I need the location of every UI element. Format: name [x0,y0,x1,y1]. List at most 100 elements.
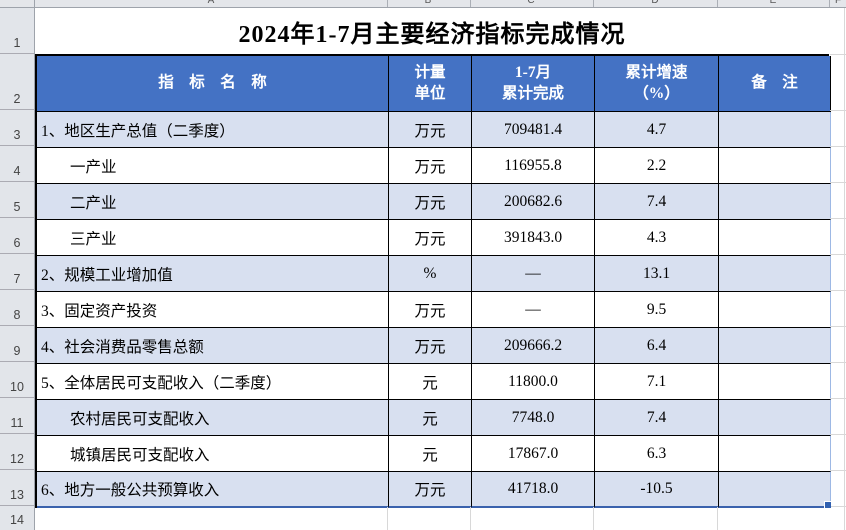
cell-indicator[interactable]: 6、地方一般公共预算收入 [37,472,389,508]
cell-indicator[interactable]: 5、全体居民可支配收入（二季度） [37,364,389,400]
cell-unit[interactable]: 万元 [389,328,472,364]
cell-indicator[interactable]: 三产业 [37,220,389,256]
row-header-5[interactable]: 5 [0,182,34,218]
cell-indicator[interactable]: 二产业 [37,184,389,220]
gridline [830,290,846,291]
title-cell[interactable]: 2024年1-7月主要经济指标完成情况 [35,8,829,54]
cell-growth[interactable]: 7.1 [595,364,719,400]
gridline [830,434,846,435]
cell-indicator[interactable]: 农村居民可支配收入 [37,400,389,436]
column-header-A[interactable]: A [207,0,215,6]
cell-remark[interactable] [719,364,831,400]
canvas-bottom-margin [35,507,829,530]
cell-growth[interactable]: 7.4 [595,184,719,220]
row-header-10[interactable]: 10 [0,362,34,398]
table-row: 一产业 万元 116955.8 2.2 [37,148,831,184]
cell-remark[interactable] [719,328,831,364]
row-header-9[interactable]: 9 [0,326,34,362]
canvas-right-margin [830,8,846,530]
row-header-14[interactable]: 14 [10,513,24,527]
cell-unit[interactable]: 万元 [389,292,472,328]
cell-remark[interactable] [719,220,831,256]
column-header-C[interactable]: C [527,0,535,6]
cell-indicator[interactable]: 1、地区生产总值（二季度） [37,112,389,148]
cell-unit[interactable]: 万元 [389,184,472,220]
table-row: 3、固定资产投资 万元 —9.5 [37,292,831,328]
gridline [830,362,846,363]
cell-indicator[interactable]: 城镇居民可支配收入 [37,436,389,472]
cell-unit[interactable]: 元 [389,400,472,436]
cell-unit[interactable]: 万元 [389,148,472,184]
cell-remark[interactable] [719,112,831,148]
cell-unit[interactable]: 元 [389,364,472,400]
cell-completed[interactable]: 41718.0 [472,472,595,508]
cell-remark[interactable] [719,400,831,436]
column-separator [470,0,471,7]
column-header-E[interactable]: E [769,0,777,6]
fill-handle[interactable] [824,501,831,508]
cell-growth[interactable]: 7.4 [595,400,719,436]
cell-growth[interactable]: 9.5 [595,292,719,328]
row-header-4[interactable]: 4 [0,146,34,182]
header-cumulative-growth[interactable]: 累计增速 （%） [595,56,719,112]
cell-completed[interactable]: — [472,292,595,328]
row-header-6[interactable]: 6 [0,218,34,254]
cell-completed[interactable]: 709481.4 [472,112,595,148]
cell-remark[interactable] [719,472,831,508]
row-header-1[interactable]: 1 [0,8,34,54]
cell-growth[interactable]: 6.4 [595,328,719,364]
cell-indicator[interactable]: 一产业 [37,148,389,184]
cell-completed[interactable]: 7748.0 [472,400,595,436]
table-row: 1、地区生产总值（二季度） 万元 709481.4 4.7 [37,112,831,148]
cell-completed[interactable]: — [472,256,595,292]
cell-unit[interactable]: 万元 [389,220,472,256]
table-body: 1、地区生产总值（二季度） 万元 709481.4 4.7 一产业 万元 116955.8 2… [37,112,831,508]
cell-indicator[interactable]: 4、社会消费品零售总额 [37,328,389,364]
column-header-D[interactable]: D [651,0,659,6]
gridline [593,507,594,530]
cell-completed[interactable]: 116955.8 [472,148,595,184]
cell-remark[interactable] [719,256,831,292]
header-indicator-name[interactable]: 指 标 名 称 [37,56,389,112]
gridline [844,8,845,530]
cell-growth[interactable]: 4.3 [595,220,719,256]
row-header-2[interactable]: 2 [0,54,34,110]
cell-indicator[interactable]: 2、规模工业增加值 [37,256,389,292]
cell-remark[interactable] [719,148,831,184]
cell-unit[interactable]: % [389,256,472,292]
cell-unit[interactable]: 元 [389,436,472,472]
row-header-13[interactable]: 13 [0,470,34,506]
cell-completed[interactable]: 200682.6 [472,184,595,220]
cell-completed[interactable]: 11800.0 [472,364,595,400]
cell-growth[interactable]: 6.3 [595,436,719,472]
gridline [387,507,388,530]
row-header-11[interactable]: 11 [0,398,34,434]
gridline [830,110,846,111]
cell-remark[interactable] [719,292,831,328]
row-header-3[interactable]: 3 [0,110,34,146]
cell-unit[interactable]: 万元 [389,112,472,148]
header-cumulative-completed[interactable]: 1-7月 累计完成 [472,56,595,112]
table-row: 农村居民可支配收入元 7748.0 7.4 [37,400,831,436]
row-header-8[interactable]: 8 [0,290,34,326]
column-header-F[interactable]: F [834,0,842,6]
gridline [830,146,846,147]
cell-remark[interactable] [719,436,831,472]
cell-growth[interactable]: 2.2 [595,148,719,184]
cell-growth[interactable]: 4.7 [595,112,719,148]
column-header-B[interactable]: B [424,0,432,6]
gridline [830,54,846,55]
cell-completed[interactable]: 209666.2 [472,328,595,364]
cell-unit[interactable]: 万元 [389,472,472,508]
cell-growth[interactable]: -10.5 [595,472,719,508]
cell-completed[interactable]: 17867.0 [472,436,595,472]
cell-remark[interactable] [719,184,831,220]
header-remark[interactable]: 备 注 [719,56,831,112]
cell-growth[interactable]: 13.1 [595,256,719,292]
select-all-corner[interactable] [0,0,35,8]
cell-completed[interactable]: 391843.0 [472,220,595,256]
header-unit[interactable]: 计量 单位 [389,56,472,112]
cell-indicator[interactable]: 3、固定资产投资 [37,292,389,328]
row-header-7[interactable]: 7 [0,254,34,290]
row-header-12[interactable]: 12 [0,434,34,470]
